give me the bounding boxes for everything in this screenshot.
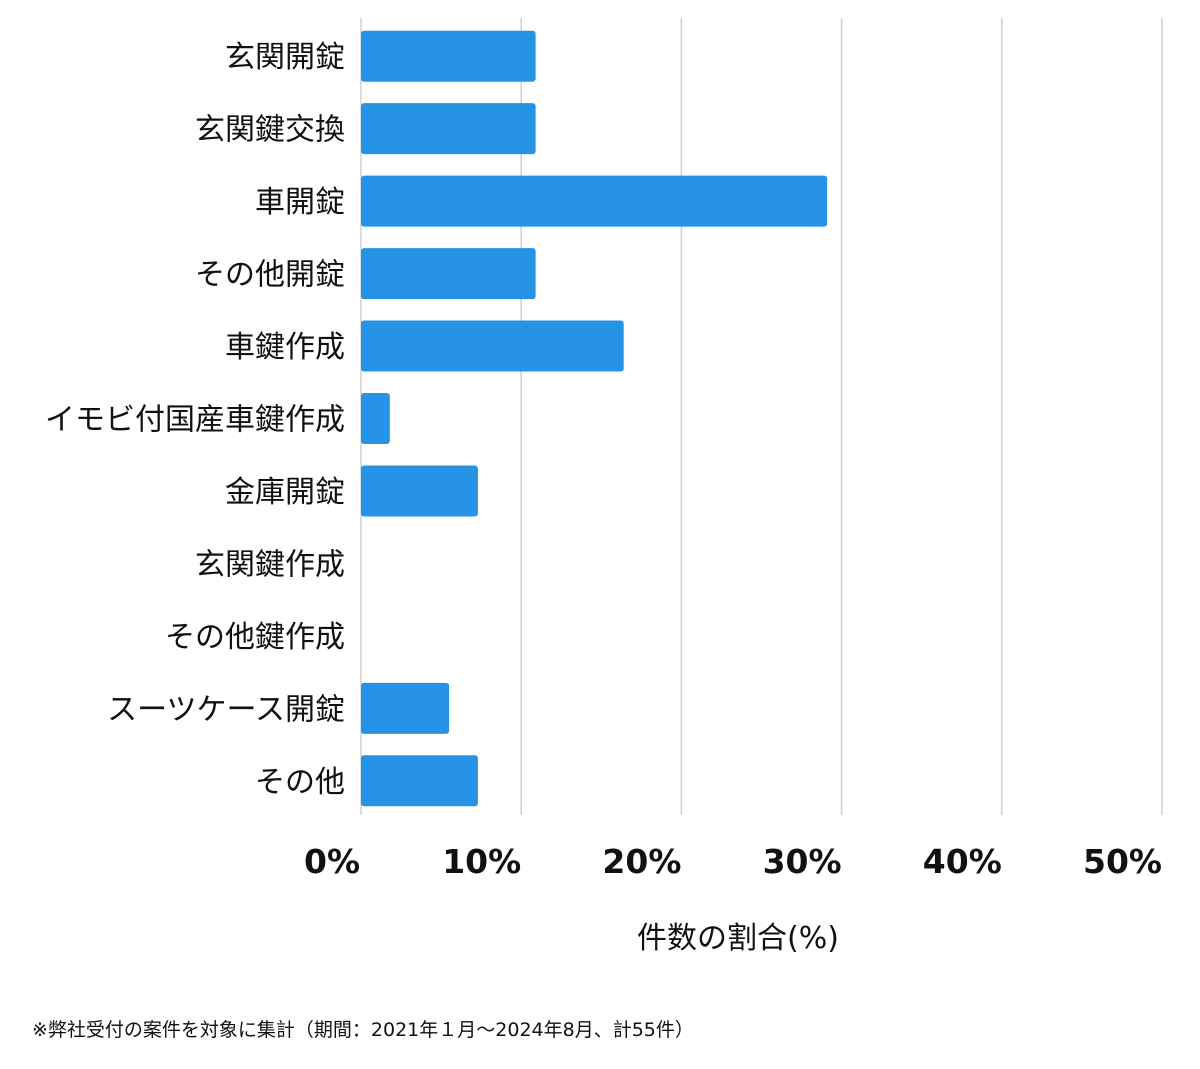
x-axis-title: 件数の割合(%)	[637, 921, 839, 956]
bar	[361, 755, 478, 807]
x-tick-label: 50%	[1083, 842, 1162, 881]
category-label: 車鍵作成	[225, 330, 345, 365]
bar-chart: 玄関開錠玄関鍵交換車開錠その他開錠車鍵作成イモビ付国産車鍵作成金庫開錠玄関鍵作成…	[45, 18, 1163, 956]
bars	[361, 30, 828, 807]
footnote: ※弊社受付の案件を対象に集計（期間：2021年１月〜2024年8月、計55件）	[32, 1019, 694, 1041]
category-labels: 玄関開錠玄関鍵交換車開錠その他開錠車鍵作成イモビ付国産車鍵作成金庫開錠玄関鍵作成…	[45, 40, 345, 800]
category-label: スーツケース開錠	[107, 692, 345, 727]
category-label: その他	[255, 765, 345, 800]
bar	[361, 175, 828, 227]
x-tick-label: 0%	[304, 842, 360, 881]
x-tick-label: 40%	[923, 842, 1002, 881]
bar	[361, 320, 624, 372]
category-label: その他開錠	[195, 258, 345, 293]
bar	[361, 30, 536, 82]
category-label: イモビ付国産車鍵作成	[45, 403, 345, 438]
bar	[361, 682, 450, 734]
category-label: 玄関鍵作成	[195, 547, 345, 582]
x-tick-label: 20%	[602, 842, 681, 881]
category-label: その他鍵作成	[165, 620, 345, 655]
category-label: 玄関鍵交換	[195, 113, 345, 148]
category-label: 金庫開錠	[225, 475, 345, 510]
x-tick-label: 10%	[442, 842, 521, 881]
bar	[361, 465, 478, 517]
bar	[361, 393, 390, 444]
bar	[361, 103, 536, 155]
x-tick-labels: 0% 10% 20% 30% 40% 50%	[304, 842, 1162, 881]
bar	[361, 248, 536, 300]
category-label: 玄関開錠	[225, 40, 345, 75]
category-label: 車開錠	[255, 185, 345, 220]
x-tick-label: 30%	[763, 842, 842, 881]
